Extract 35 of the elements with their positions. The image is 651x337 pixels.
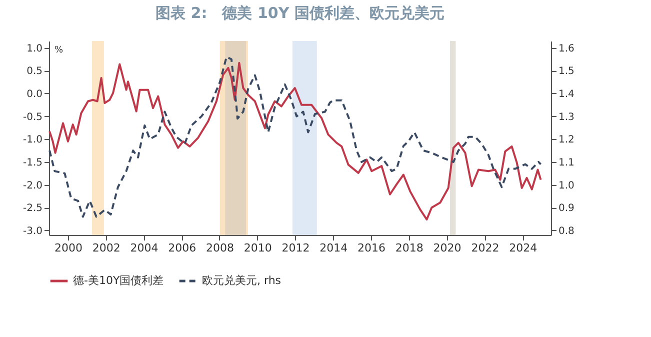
y2-tick-label: 1.6	[558, 43, 574, 54]
y-tick-label: -0.5	[22, 112, 42, 123]
y2-tick-label: 1.2	[558, 134, 574, 146]
y-tick-label: -1.0	[22, 134, 42, 146]
x-tick-label: 2002	[92, 242, 120, 254]
y2-tick-label: 1.1	[558, 157, 574, 168]
y2-tick-label: 1.5	[558, 66, 574, 78]
x-tick-label: 2004	[130, 242, 158, 254]
y-tick-label: 1.0	[26, 43, 42, 54]
y-tick-label: -1.5	[22, 157, 42, 168]
legend-label: 欧元兑美元, rhs	[202, 274, 282, 287]
y2-tick-label: 0.8	[558, 226, 574, 237]
x-tick-label: 2006	[168, 242, 196, 254]
x-tick-label: 2010	[244, 242, 272, 254]
x-tick-label: 2022	[471, 242, 500, 254]
x-tick-label: 2020	[433, 242, 462, 254]
x-tick-label: 2016	[358, 242, 386, 254]
y2-tick-label: 1.4	[558, 88, 574, 100]
y-tick-label: -2.5	[22, 203, 42, 214]
x-tick-label: 2000	[54, 242, 82, 254]
y-tick-label: -3.0	[22, 226, 42, 237]
y2-tick-label: 1.0	[558, 180, 574, 192]
y2-tick-label: 1.3	[558, 112, 574, 123]
x-tick-label: 2008	[206, 242, 234, 254]
y-tick-label: 0.5	[26, 66, 42, 78]
x-tick-label: 2014	[320, 242, 348, 254]
y-tick-label: 0.0	[26, 88, 42, 100]
chart-title: 图表 2: 德美 10Y 国债利差、欧元兑美元	[156, 4, 444, 22]
x-tick-label: 2012	[282, 242, 310, 254]
y-tick-label: -2.0	[22, 180, 42, 192]
y-axis-title: %	[54, 46, 64, 56]
y2-tick-label: 0.9	[558, 203, 574, 214]
x-tick-label: 2018	[395, 242, 424, 254]
legend-label: 德-美10Y国债利差	[73, 274, 164, 287]
x-tick-label: 2024	[509, 242, 538, 254]
